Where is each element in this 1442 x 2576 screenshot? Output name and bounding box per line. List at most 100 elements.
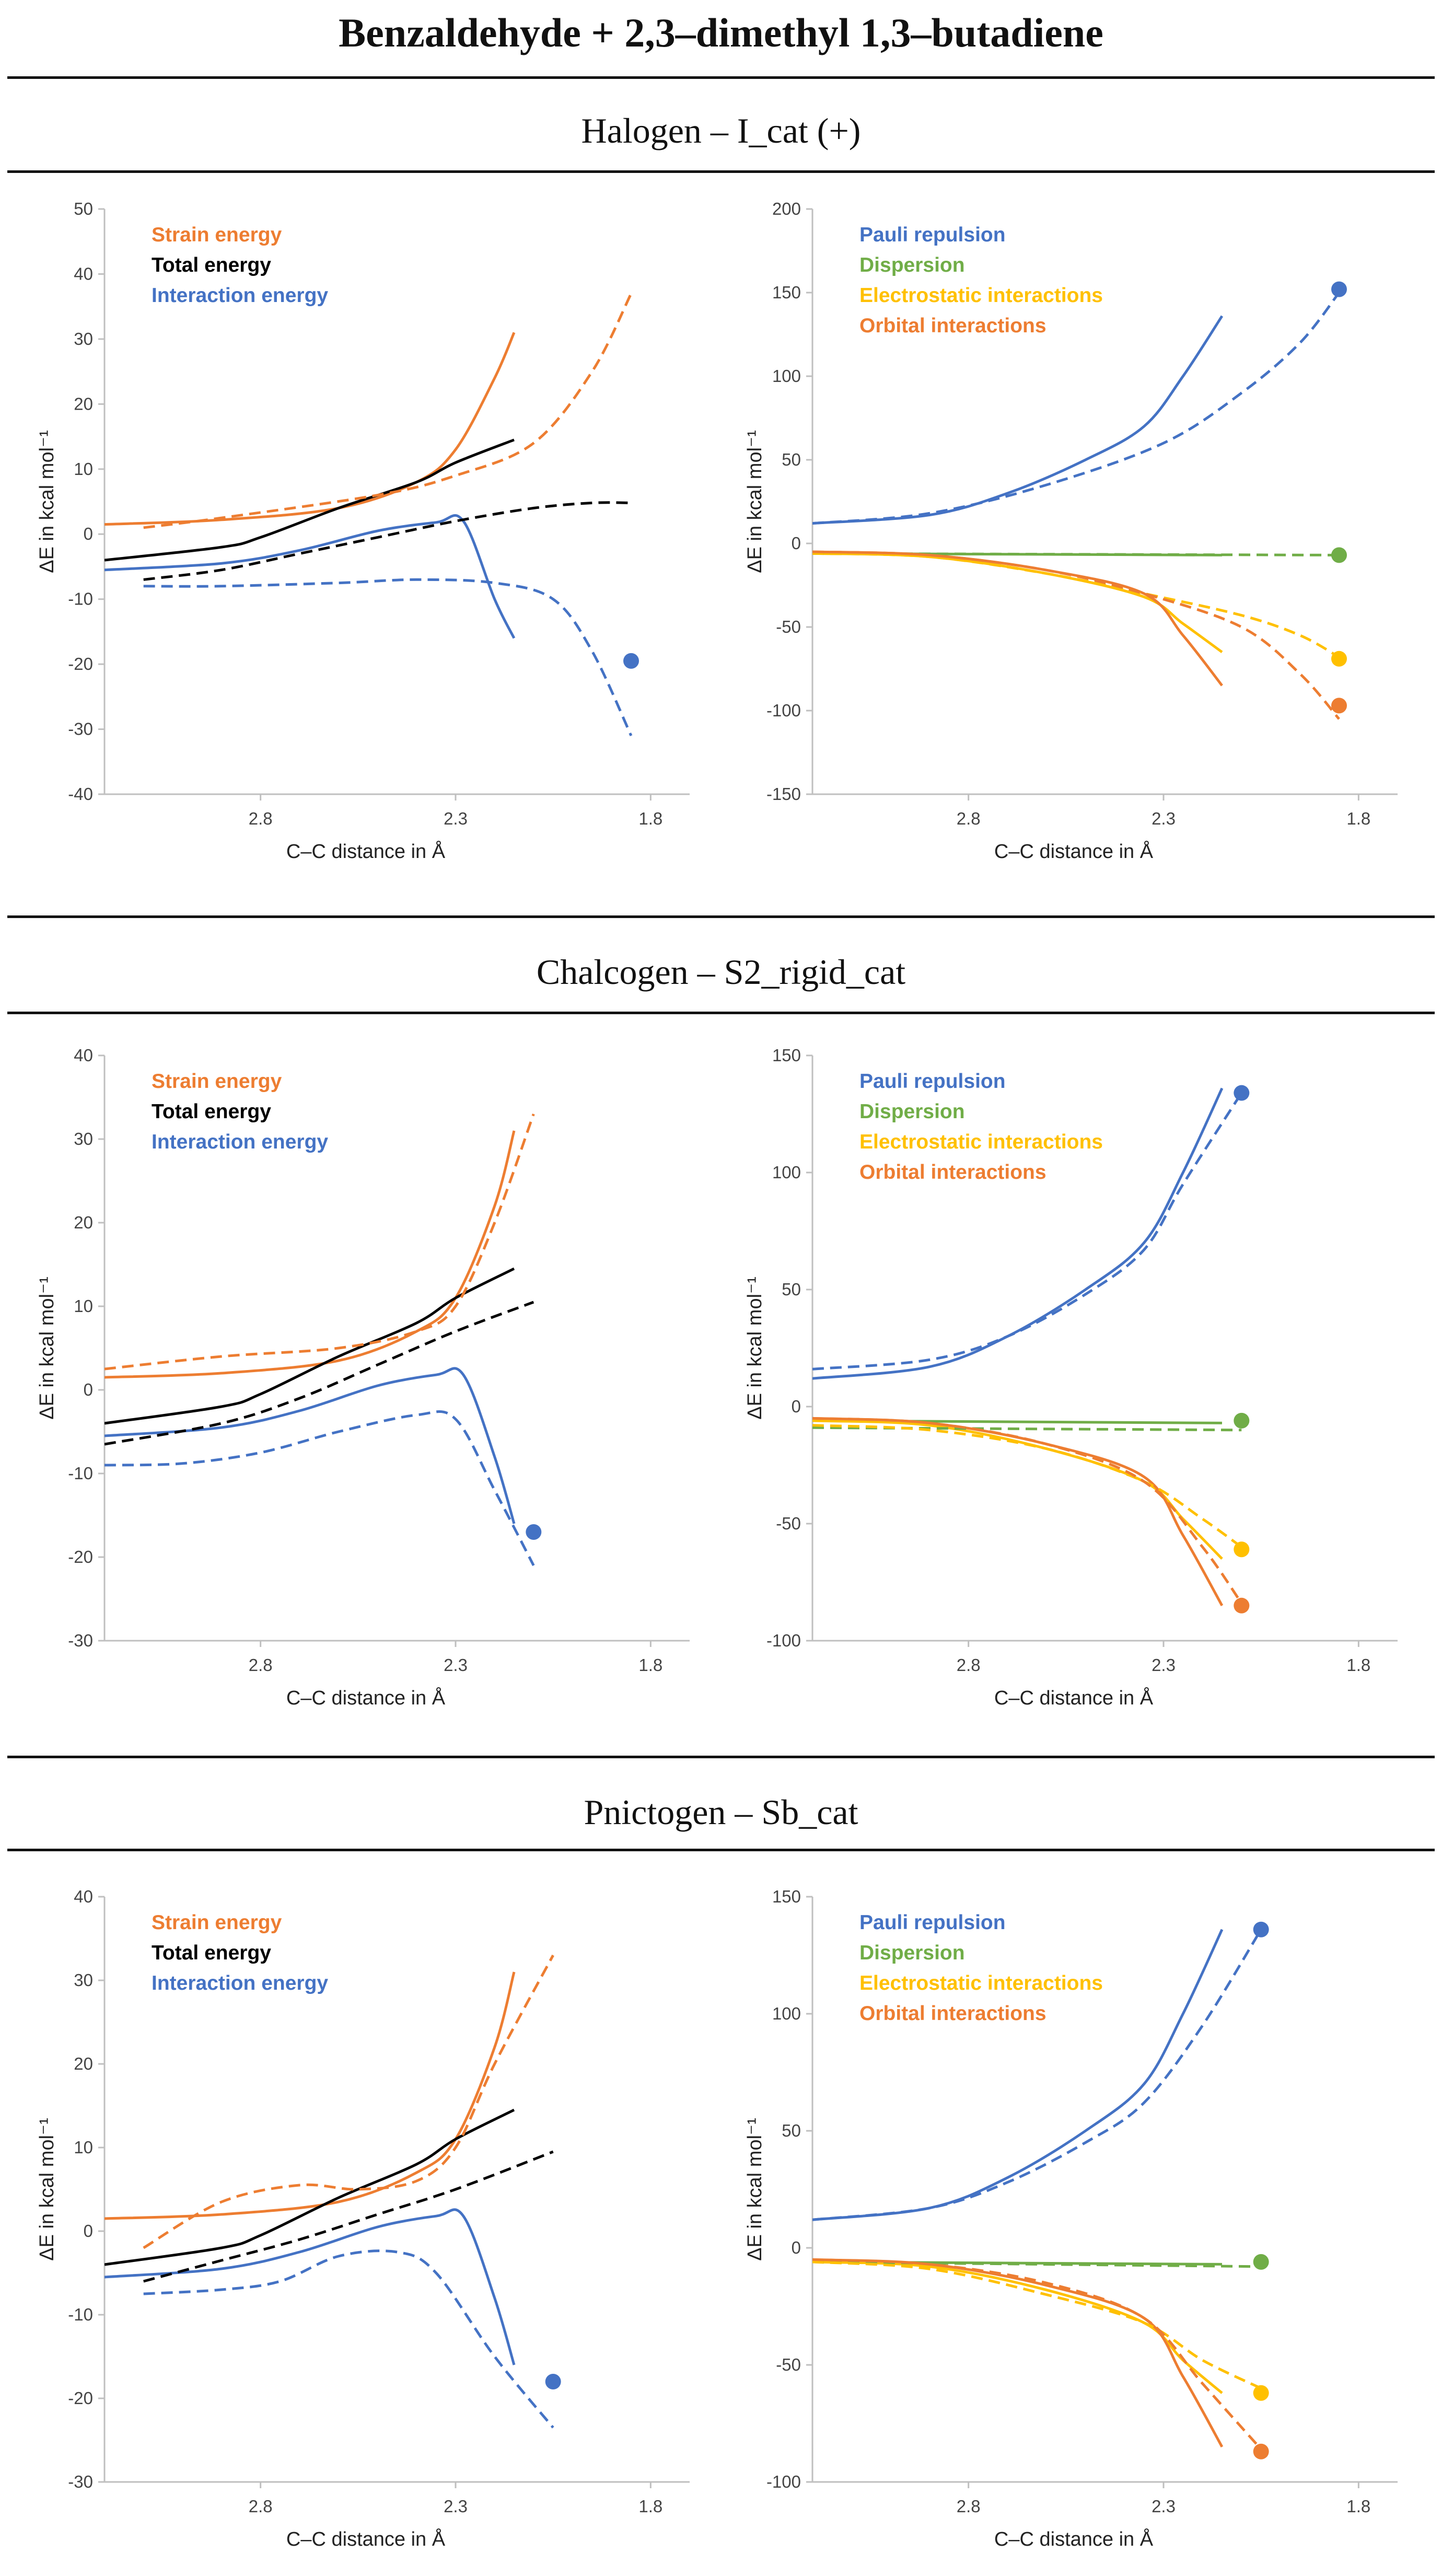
series-total-energy-dashed <box>143 501 632 581</box>
x-tick-label: 1.8 <box>1346 1655 1370 1675</box>
series-interaction-energy <box>104 2208 516 2365</box>
marker-orbital-endpoint <box>1234 1597 1250 1614</box>
x-tick-label: 2.3 <box>1152 1655 1176 1675</box>
y-tick-label: 150 <box>772 1046 801 1065</box>
y-tick-label: -10 <box>68 589 93 609</box>
x-axis-label: C–C distance in Å <box>286 1686 446 1709</box>
series-strain-energy <box>104 1971 516 2220</box>
legend-total-energy: Total energy <box>152 1100 271 1123</box>
series-total-energy-dashed <box>104 1301 534 1446</box>
series-strain-energy-dashed <box>143 1954 554 2249</box>
y-tick-label: 30 <box>74 329 93 349</box>
halogen-strain-chart: -40 -30 -20 -10 0 10 20 30 40 50 2.8 2.3 1.8 C–C dist… <box>26 193 705 888</box>
x-tick-label: 2.8 <box>957 1655 981 1675</box>
x-tick-label: 2.3 <box>444 2497 468 2516</box>
y-tick-label: -50 <box>776 2355 801 2374</box>
series-strain-energy <box>104 332 516 526</box>
figure-title: Benzaldehyde + 2,3–dimethyl 1,3–butadien… <box>339 10 1103 55</box>
series-electrostatic-interactions-dashed <box>812 2260 1262 2390</box>
legend-total-energy: Total energy <box>152 1942 271 1964</box>
y-tick-label: 0 <box>792 533 801 553</box>
series-electrostatic-interactions <box>812 2260 1223 2394</box>
series-interaction-energy-dashed <box>143 578 633 737</box>
series-total-energy <box>104 438 515 562</box>
y-tick-label: 150 <box>772 283 801 302</box>
chalcogen-eda-chart: -100 -50 0 50 100 150 2.8 2.3 1.8 C–C distance in… <box>734 1040 1413 1735</box>
marker-pauli-repulsion-endpoint <box>1331 281 1347 297</box>
section-rule-halogen <box>7 170 1435 173</box>
legend-total-energy: Total energy <box>152 254 271 276</box>
marker-interaction-energy-endpoint <box>526 1524 542 1540</box>
marker-dispersion-endpoint <box>1234 1412 1250 1429</box>
y-tick-label: 50 <box>782 1280 801 1299</box>
series-pauli-repulsion-dashed <box>812 1929 1262 2221</box>
y-tick-label: 20 <box>74 2054 93 2073</box>
legend-pauli-repulsion: Pauli repulsion <box>859 1070 1006 1093</box>
y-tick-label: 0 <box>84 524 93 543</box>
legend-strain-energy: Strain energy <box>152 224 282 246</box>
section-title-chalcogen: Chalcogen – S2_rigid_cat <box>536 952 906 992</box>
series-interaction-energy-dashed <box>104 1410 535 1567</box>
y-tick-label: 200 <box>772 199 801 218</box>
x-axis-label: C–C distance in Å <box>994 2527 1154 2550</box>
x-tick-label: 1.8 <box>1346 2497 1370 2516</box>
y-tick-label: 30 <box>74 1970 93 1990</box>
series-orbital-interactions <box>812 1417 1224 1607</box>
legend-interaction-energy: Interaction energy <box>152 1972 328 1994</box>
series-strain-energy-dashed <box>143 293 633 529</box>
x-tick-label: 1.8 <box>638 809 662 828</box>
y-tick-label: 40 <box>74 1046 93 1065</box>
y-tick-label: -10 <box>68 2305 93 2324</box>
y-tick-label: -100 <box>766 2472 801 2491</box>
marker-orbital-endpoint <box>1253 2443 1269 2459</box>
y-tick-label: 0 <box>792 2238 801 2257</box>
series-pauli-repulsion <box>812 315 1224 525</box>
pnictogen-eda-chart: -100 -50 0 50 100 150 2.8 2.3 1.8 C–C distance in… <box>734 1881 1413 2576</box>
x-tick-label: 1.8 <box>638 1655 662 1675</box>
y-tick-label: 10 <box>74 459 93 479</box>
y-tick-label: -30 <box>68 1631 93 1650</box>
series-orbital-interactions <box>812 2258 1224 2448</box>
series-pauli-repulsion <box>812 1087 1224 1380</box>
y-axis-label: ΔE in kcal mol⁻¹ <box>36 1277 58 1420</box>
legend-electrostatic-interactions: Electrostatic interactions <box>859 1131 1103 1153</box>
title-rule <box>7 76 1435 79</box>
x-axis-label: C–C distance in Å <box>994 840 1154 863</box>
y-tick-label: -150 <box>766 784 801 804</box>
series-strain-energy <box>104 1130 516 1379</box>
legend-orbital-interactions: Orbital interactions <box>859 2002 1046 2025</box>
x-tick-label: 2.3 <box>444 1655 468 1675</box>
section-rule-pnictogen <box>7 1849 1435 1851</box>
series-pauli-repulsion-dashed <box>812 1092 1243 1371</box>
y-tick-label: -100 <box>766 1631 801 1650</box>
y-tick-label: 0 <box>792 1397 801 1416</box>
legend-pauli-repulsion: Pauli repulsion <box>859 1911 1006 1934</box>
series-orbital-interactions <box>812 550 1223 687</box>
y-axis-label: ΔE in kcal mol⁻¹ <box>744 430 766 573</box>
legend-orbital-interactions: Orbital interactions <box>859 315 1046 337</box>
y-tick-label: -30 <box>68 720 93 739</box>
y-tick-label: -10 <box>68 1464 93 1483</box>
section-divider-1 <box>7 915 1435 918</box>
marker-pauli-repulsion-endpoint <box>1253 1921 1269 1937</box>
legend-dispersion: Dispersion <box>859 254 965 276</box>
marker-electrostatic-endpoint <box>1331 651 1347 667</box>
series-interaction-energy <box>104 1367 516 1524</box>
y-tick-label: 20 <box>74 1213 93 1232</box>
series-pauli-repulsion-dashed <box>812 292 1340 525</box>
legend-dispersion: Dispersion <box>859 1942 965 1964</box>
marker-electrostatic-endpoint <box>1234 1541 1250 1558</box>
pnictogen-strain-chart: -30 -20 -10 0 10 20 30 40 2.8 2.3 1.8 C–C distance … <box>26 1881 705 2576</box>
y-tick-label: 40 <box>74 264 93 283</box>
series-dispersion-dashed <box>812 1426 1242 1432</box>
y-axis-label: ΔE in kcal mol⁻¹ <box>744 2118 766 2261</box>
y-tick-label: -20 <box>68 654 93 674</box>
series-orbital-interactions-dashed <box>812 550 1340 720</box>
x-tick-label: 2.3 <box>444 809 468 828</box>
series-interaction-energy <box>104 514 516 639</box>
legend-orbital-interactions: Orbital interactions <box>859 1161 1046 1183</box>
series-orbital-interactions-dashed <box>812 1417 1243 1604</box>
series-electrostatic-interactions <box>812 552 1223 654</box>
y-tick-label: 10 <box>74 1296 93 1316</box>
x-tick-label: 2.8 <box>249 2497 273 2516</box>
